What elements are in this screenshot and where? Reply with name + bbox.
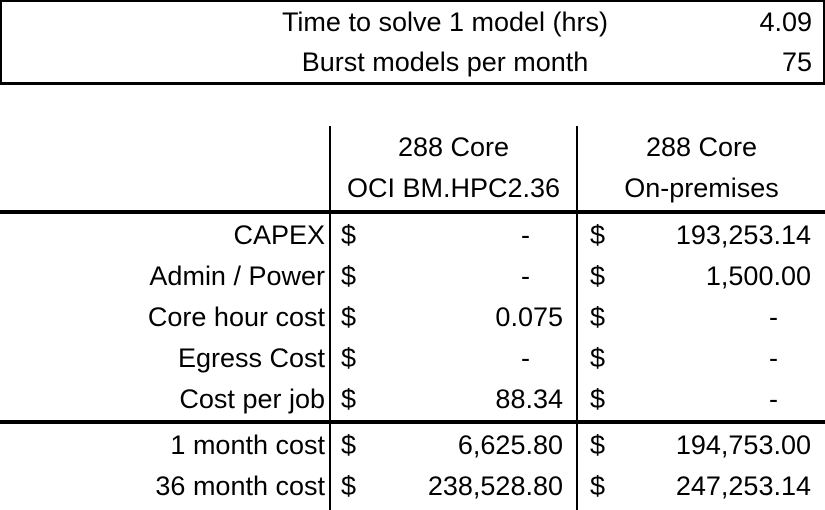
cell-oci: $ 6,625.80 xyxy=(330,425,577,466)
amount: 1,500.00 xyxy=(705,261,811,291)
cell-oci: $ - xyxy=(330,338,577,379)
amount: 247,253.14 xyxy=(675,471,811,501)
row-label: 1 month cost xyxy=(170,430,325,460)
amount: - xyxy=(521,343,530,373)
cell-onprem: $ 247,253.14 xyxy=(577,466,825,507)
amount: - xyxy=(521,220,530,250)
cell-oci: $ - xyxy=(330,256,577,297)
table-row: Admin / Power $ - $ 1,500.00 xyxy=(0,256,825,297)
header-divider xyxy=(0,210,825,214)
column-header-line1: 288 Core xyxy=(645,132,758,162)
currency-symbol: $ xyxy=(341,384,357,414)
parameter-label: Time to solve 1 model (hrs) xyxy=(281,7,609,37)
cell-onprem: $ 194,753.00 xyxy=(577,425,825,466)
table-row: Cost per job $ 88.34 $ - xyxy=(0,379,825,420)
currency-symbol: $ xyxy=(341,302,357,332)
row-label: Admin / Power xyxy=(149,261,325,291)
currency-symbol: $ xyxy=(590,471,606,501)
cell-onprem: $ - xyxy=(577,379,825,420)
table-row: Core hour cost $ 0.075 $ - xyxy=(0,297,825,338)
column-header-line2: On-premises xyxy=(624,173,779,203)
currency-symbol: $ xyxy=(341,343,357,373)
amount: 6,625.80 xyxy=(457,430,563,460)
cell-oci: $ 88.34 xyxy=(330,379,577,420)
cell-onprem: $ - xyxy=(577,338,825,379)
amount: - xyxy=(769,384,778,414)
row-label: CAPEX xyxy=(233,220,325,250)
currency-symbol: $ xyxy=(590,220,606,250)
cell-oci: $ 0.075 xyxy=(330,297,577,338)
currency-symbol: $ xyxy=(341,220,357,250)
parameter-label: Burst models per month xyxy=(301,47,589,77)
summary-row: 1 month cost $ 6,625.80 $ 194,753.00 xyxy=(0,425,825,466)
parameter-row: Burst models per month 75 xyxy=(2,42,823,82)
row-label: Cost per job xyxy=(179,384,325,414)
currency-symbol: $ xyxy=(590,384,606,414)
row-label: 36 month cost xyxy=(155,471,325,501)
amount: - xyxy=(769,343,778,373)
amount: 0.075 xyxy=(495,302,563,332)
currency-symbol: $ xyxy=(341,471,357,501)
column-header-oci: 288 Core OCI BM.HPC2.36 xyxy=(331,127,576,209)
currency-symbol: $ xyxy=(590,343,606,373)
row-label: Egress Cost xyxy=(177,343,325,373)
amount: 88.34 xyxy=(495,384,563,414)
parameter-value: 75 xyxy=(781,47,812,77)
summary-row: 36 month cost $ 238,528.80 $ 247,253.14 xyxy=(0,466,825,507)
cell-oci: $ - xyxy=(330,215,577,256)
cell-onprem: $ 1,500.00 xyxy=(577,256,825,297)
currency-symbol: $ xyxy=(341,430,357,460)
currency-symbol: $ xyxy=(590,302,606,332)
row-label: Core hour cost xyxy=(147,302,325,332)
cell-onprem: $ 193,253.14 xyxy=(577,215,825,256)
column-divider xyxy=(576,126,578,510)
amount: 194,753.00 xyxy=(675,430,811,460)
table-row: CAPEX $ - $ 193,253.14 xyxy=(0,215,825,256)
parameters-box: Time to solve 1 model (hrs) 4.09 Burst m… xyxy=(0,0,825,85)
column-divider xyxy=(329,126,331,510)
table-row: Egress Cost $ - $ - xyxy=(0,338,825,379)
amount: 193,253.14 xyxy=(675,220,811,250)
currency-symbol: $ xyxy=(590,261,606,291)
currency-symbol: $ xyxy=(590,430,606,460)
cell-onprem: $ - xyxy=(577,297,825,338)
column-header-onprem: 288 Core On-premises xyxy=(578,127,825,209)
column-header-line1: 288 Core xyxy=(397,132,510,162)
parameter-value: 4.09 xyxy=(759,7,812,37)
column-header-line2: OCI BM.HPC2.36 xyxy=(346,173,561,203)
amount: - xyxy=(521,261,530,291)
amount: - xyxy=(769,302,778,332)
currency-symbol: $ xyxy=(341,261,357,291)
summary-divider xyxy=(0,420,825,424)
cell-oci: $ 238,528.80 xyxy=(330,466,577,507)
parameter-row: Time to solve 1 model (hrs) 4.09 xyxy=(2,2,823,42)
amount: 238,528.80 xyxy=(427,471,563,501)
